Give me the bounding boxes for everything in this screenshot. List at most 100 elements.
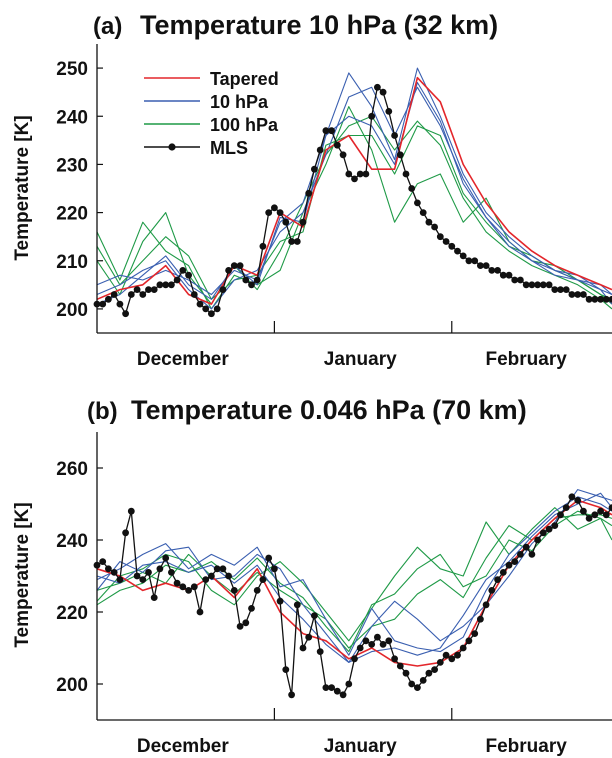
data-point-mls (299, 644, 307, 652)
data-point-mls (150, 286, 158, 293)
data-point-mls (499, 569, 507, 576)
data-point-mls (448, 655, 456, 663)
series-line-10-hpa (96, 492, 612, 663)
data-point-mls (145, 569, 152, 576)
data-point-mls (517, 551, 524, 558)
data-point-mls (408, 185, 416, 192)
series-line-10-hpa (96, 86, 612, 310)
data-point-mls (459, 644, 467, 652)
data-point-mls (202, 576, 210, 583)
series-line-10-hpa (96, 496, 612, 656)
data-point-mls (110, 291, 118, 298)
data-point-mls (459, 252, 467, 260)
data-point-mls (219, 565, 227, 573)
data-point-mls (608, 504, 612, 511)
data-point-mls (190, 583, 198, 591)
data-point-mls (265, 554, 273, 562)
data-point-mls (236, 623, 244, 630)
data-point-mls (597, 295, 604, 303)
data-point-mls (139, 291, 147, 298)
data-point-mls (574, 291, 582, 298)
data-point-mls (116, 576, 124, 583)
data-point-mls (414, 199, 421, 207)
data-point-mls (528, 551, 536, 558)
legend-marker-mls (168, 143, 176, 151)
data-point-mls (608, 295, 612, 303)
data-point-mls (442, 238, 450, 245)
data-point-mls (322, 127, 330, 135)
y-tick-label: 200 (56, 300, 88, 321)
data-point-mls (534, 536, 541, 544)
data-point-mls (162, 554, 170, 562)
y-tick-label: 240 (56, 531, 88, 552)
data-point-mls (316, 146, 324, 154)
data-point-mls (293, 238, 301, 245)
data-point-mls (562, 286, 570, 293)
data-point-mls (311, 165, 318, 173)
data-point-mls (471, 257, 479, 265)
data-point-mls (557, 286, 564, 293)
data-point-mls (368, 641, 376, 648)
data-point-mls (414, 684, 421, 691)
x-tick-label: January (324, 736, 397, 757)
data-point-mls (333, 141, 341, 149)
y-tick-label: 260 (56, 459, 88, 480)
data-point-mls (271, 204, 278, 212)
data-point-mls (362, 637, 370, 645)
data-point-mls (162, 281, 170, 289)
series-line-10-hpa (96, 67, 612, 296)
data-point-mls (288, 691, 295, 699)
data-point-mls (122, 529, 129, 537)
data-point-mls (454, 247, 461, 255)
data-point-mls (173, 276, 181, 284)
data-point-mls (213, 565, 221, 573)
data-point-mls (385, 637, 393, 645)
data-point-mls (316, 648, 324, 655)
data-point-mls (105, 565, 112, 573)
data-point-mls (208, 310, 215, 318)
data-point-mls (253, 276, 261, 284)
data-point-mls (374, 83, 381, 91)
data-point-mls (356, 170, 364, 178)
data-point-mls (471, 630, 479, 637)
data-point-mls (242, 619, 250, 627)
data-point-mls (419, 209, 427, 217)
x-tick-label: December (137, 736, 229, 757)
data-point-mls (419, 677, 427, 684)
data-point-mls (328, 127, 335, 135)
data-point-mls (454, 651, 461, 659)
data-point-mls (322, 684, 330, 691)
x-tick-label: February (486, 736, 568, 757)
data-point-mls (133, 572, 141, 580)
data-point-mls (339, 151, 347, 159)
data-point-mls (219, 286, 227, 293)
data-point-mls (482, 262, 490, 269)
data-point-mls (351, 655, 358, 663)
data-point-mls (230, 587, 238, 594)
legend-label-100-hpa: 100 hPa (210, 115, 279, 135)
data-point-mls (585, 295, 593, 303)
data-point-mls (505, 271, 513, 279)
data-point-mls (311, 612, 318, 619)
data-point-mls (585, 515, 593, 522)
data-point-mls (282, 218, 290, 226)
data-point-mls (396, 151, 404, 159)
data-point-mls (545, 525, 553, 533)
data-point-mls (477, 262, 484, 269)
data-point-mls (557, 511, 564, 519)
data-point-mls (465, 257, 473, 265)
data-point-mls (477, 615, 484, 623)
data-point-mls (127, 507, 135, 515)
data-point-mls (528, 281, 536, 289)
data-point-mls (230, 262, 238, 269)
data-point-mls (431, 666, 438, 673)
data-point-mls (499, 271, 507, 279)
data-point-mls (305, 633, 313, 641)
y-tick-label: 210 (56, 252, 88, 273)
data-point-mls (391, 655, 398, 663)
data-point-mls (213, 305, 221, 313)
data-point-mls (482, 601, 490, 609)
data-point-mls (271, 565, 278, 573)
data-point-mls (379, 641, 387, 648)
data-point-mls (105, 295, 112, 303)
